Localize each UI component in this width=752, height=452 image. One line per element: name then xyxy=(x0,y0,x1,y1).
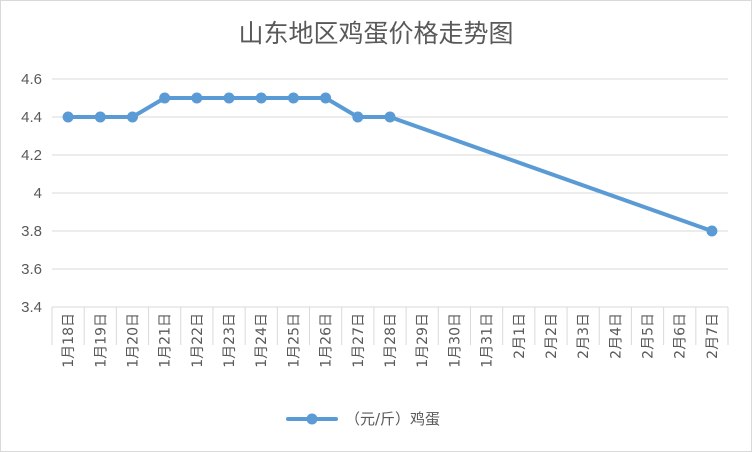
x-tick-label: 1月31日 xyxy=(480,313,496,368)
x-tick-label: 2月2日 xyxy=(544,313,560,359)
x-tick-label: 1月29日 xyxy=(415,313,431,368)
y-tick-label: 4.4 xyxy=(21,109,42,126)
data-point xyxy=(706,225,718,237)
x-tick-label: 1月25日 xyxy=(286,313,302,368)
x-tick-label: 2月4日 xyxy=(608,313,624,359)
x-tick-label: 1月19日 xyxy=(93,313,109,368)
data-point xyxy=(62,111,74,123)
data-point xyxy=(191,92,203,104)
y-tick-label: 4.6 xyxy=(21,71,42,88)
data-point xyxy=(287,92,299,104)
data-point xyxy=(255,92,267,104)
legend-marker xyxy=(306,413,318,425)
data-point xyxy=(159,92,171,104)
x-tick-label: 1月18日 xyxy=(61,313,77,368)
y-tick-label: 4 xyxy=(34,185,42,202)
y-tick-label: 3.4 xyxy=(21,299,42,316)
y-tick-label: 3.8 xyxy=(21,223,42,240)
x-tick-label: 2月5日 xyxy=(641,313,657,359)
y-tick-label: 4.2 xyxy=(21,147,42,164)
data-point xyxy=(320,92,332,104)
x-tick-label: 2月1日 xyxy=(512,313,528,359)
data-point xyxy=(94,111,106,123)
x-tick-label: 1月30日 xyxy=(447,313,463,368)
legend-label: （元/斤）鸡蛋 xyxy=(345,410,440,428)
chart-title: 山东地区鸡蛋价格走势图 xyxy=(238,19,514,48)
x-tick-label: 1月23日 xyxy=(222,313,238,368)
x-tick-label: 1月28日 xyxy=(383,313,399,368)
x-tick-label: 2月3日 xyxy=(576,313,592,359)
data-point xyxy=(384,111,396,123)
data-point xyxy=(223,92,235,104)
x-tick-label: 2月6日 xyxy=(673,313,689,359)
data-point xyxy=(126,111,138,123)
x-tick-label: 1月22日 xyxy=(190,313,206,368)
x-tick-label: 1月27日 xyxy=(351,313,367,368)
x-tick-label: 1月21日 xyxy=(158,313,174,368)
x-tick-label: 1月26日 xyxy=(319,313,335,368)
x-tick-label: 1月24日 xyxy=(254,313,270,368)
x-tick-label: 1月20日 xyxy=(125,313,141,368)
data-point xyxy=(352,111,364,123)
y-tick-label: 3.6 xyxy=(21,261,42,278)
x-tick-label: 2月7日 xyxy=(705,313,721,359)
